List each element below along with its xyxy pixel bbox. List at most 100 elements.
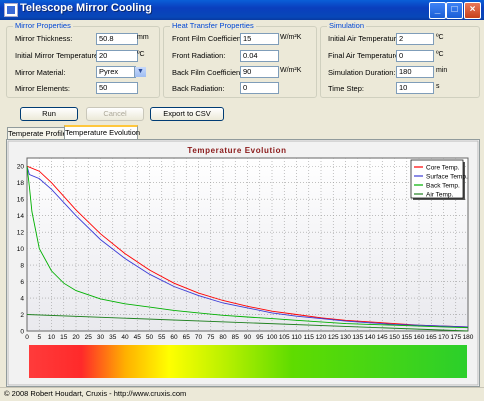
legend-box (410, 159, 464, 199)
final-air-temp-input[interactable]: 0 (396, 50, 434, 62)
x-tick-label: 170 (438, 334, 449, 341)
front-radiation-label: Front Radiation: (172, 51, 226, 60)
run-button[interactable]: Run (20, 107, 78, 121)
heat-transfer-group: Heat Transfer Properties (163, 21, 317, 98)
initial-air-temp-label: Initial Air Temperature: (328, 34, 403, 43)
app-icon (4, 3, 18, 17)
x-tick-label: 130 (340, 334, 351, 341)
front-radiation-input[interactable]: 0.04 (240, 50, 279, 62)
y-tick-label: 2 (20, 312, 24, 319)
chevron-down-icon[interactable]: ▼ (134, 67, 146, 77)
series-line-back-temp (26, 166, 469, 329)
x-tick-label: 115 (304, 334, 315, 341)
x-tick-label: 165 (426, 334, 437, 341)
initial-mirror-temp-label: Initial Mirror Temperature: (15, 51, 101, 60)
temperature-color-bar (29, 345, 467, 378)
tab-panel: Temperature Evolution 0 5 10 15 20 25 30 35 40 45… (6, 139, 480, 387)
mirror-material-label: Mirror Material: (15, 68, 66, 77)
x-tick-label: 125 (328, 334, 339, 341)
x-tick-label: 80 (219, 334, 227, 341)
initial-air-temp-input[interactable]: 2 (396, 33, 434, 45)
x-tick-label: 15 (60, 334, 68, 341)
x-tick-label: 45 (134, 334, 142, 341)
chart-legend: Core Temp. Surface Temp. Back Temp. Air Tem… (410, 159, 468, 200)
x-tick-label: 135 (352, 334, 363, 341)
y-tick-label: 10 (17, 246, 25, 253)
export-csv-button[interactable]: Export to CSV (150, 107, 224, 121)
x-tick-label: 85 (232, 334, 240, 341)
legend-label: Air Temp. (426, 192, 454, 199)
tab-temperate-profile[interactable]: Temperate Profile (7, 127, 67, 139)
y-tick-label: 14 (17, 213, 25, 220)
back-film-input[interactable]: 90 (240, 66, 279, 78)
y-tick-label: 12 (17, 230, 25, 237)
x-tick-label: 35 (109, 334, 117, 341)
x-tick-label: 65 (183, 334, 191, 341)
mirror-properties-group: Mirror Properties (6, 21, 160, 98)
x-tick-label: 50 (146, 334, 154, 341)
x-tick-label: 140 (365, 334, 376, 341)
y-tick-label: 18 (17, 180, 25, 187)
front-film-input[interactable]: 15 (240, 33, 279, 45)
x-tick-label: 180 (463, 334, 474, 341)
time-step-label: Time Step: (328, 84, 364, 93)
back-film-label: Back Film Coefficient: (172, 68, 245, 77)
x-tick-label: 0 (25, 334, 29, 341)
x-tick-label: 155 (401, 334, 412, 341)
back-radiation-input[interactable]: 0 (240, 82, 279, 94)
close-button[interactable]: × (464, 2, 481, 19)
status-bar: © 2008 Robert Houdart, Cruxis - http://w… (0, 387, 484, 401)
x-tick-label: 55 (158, 334, 166, 341)
maximize-button[interactable]: □ (446, 2, 463, 19)
simulation-duration-unit: min (436, 67, 448, 74)
window-title: Telescope Mirror Cooling (20, 2, 152, 14)
chart-title: Temperature Evolution (187, 146, 286, 155)
cancel-button[interactable]: Cancel (86, 107, 144, 121)
x-tick-label: 70 (195, 334, 203, 341)
simulation-duration-input[interactable]: 180 (396, 66, 434, 78)
x-tick-label: 20 (72, 334, 80, 341)
title-bar[interactable]: Telescope Mirror Cooling _ □ × (0, 0, 484, 20)
series-line-surface-temp (26, 166, 469, 328)
front-film-unit: W/m²K (280, 34, 302, 41)
y-tick-label: 6 (20, 279, 24, 286)
y-tick-label: 8 (20, 263, 24, 270)
x-tick-label: 40 (121, 334, 129, 341)
tab-temperature-evolution[interactable]: Temperature Evolution (64, 125, 140, 141)
x-tick-label: 25 (85, 334, 93, 341)
initial-air-temp-unit: ºC (436, 34, 444, 41)
final-air-temp-label: Final Air Temperature: (328, 51, 402, 60)
temperature-evolution-chart: Temperature Evolution 0 5 10 15 20 25 30 35 40 45… (7, 140, 479, 386)
back-film-unit: W/m²K (280, 67, 302, 74)
x-tick-label: 120 (316, 334, 327, 341)
mirror-thickness-input[interactable]: 50.8 (96, 33, 138, 45)
x-tick-label: 110 (291, 334, 302, 341)
x-tick-label: 160 (414, 334, 425, 341)
mirror-elements-label: Mirror Elements: (15, 84, 71, 93)
time-step-input[interactable]: 10 (396, 82, 434, 94)
x-tick-label: 90 (244, 334, 252, 341)
simulation-title: Simulation (327, 21, 367, 30)
x-tick-label: 60 (170, 334, 178, 341)
back-radiation-label: Back Radiation: (172, 84, 225, 93)
y-tick-label: 0 (20, 329, 24, 336)
x-tick-label: 175 (450, 334, 461, 341)
initial-mirror-temp-input[interactable]: 20 (96, 50, 138, 62)
x-tick-label: 5 (37, 334, 41, 341)
x-tick-label: 100 (267, 334, 278, 341)
mirror-material-select[interactable]: Pyrex (96, 66, 136, 78)
mirror-thickness-label: Mirror Thickness: (15, 34, 73, 43)
status-text: © 2008 Robert Houdart, Cruxis - http://w… (4, 389, 187, 398)
simulation-group: Simulation (320, 21, 480, 98)
x-tick-label: 95 (256, 334, 264, 341)
x-tick-label: 145 (377, 334, 388, 341)
simulation-duration-label: Simulation Duration: (328, 68, 396, 77)
x-tick-label: 150 (389, 334, 400, 341)
series-line-air-temp (26, 314, 469, 332)
series-line-core-temp (26, 165, 469, 328)
legend-label: Surface Temp. (426, 174, 468, 181)
x-tick-label: 30 (97, 334, 105, 341)
front-film-label: Front Film Coefficient: (172, 34, 246, 43)
minimize-button[interactable]: _ (429, 2, 446, 19)
mirror-elements-input[interactable]: 50 (96, 82, 138, 94)
